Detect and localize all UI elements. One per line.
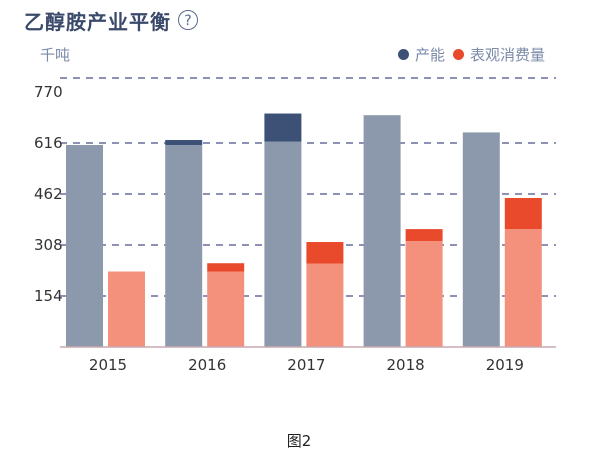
bar-consumption-base <box>405 241 443 347</box>
bar-capacity-base <box>165 144 203 347</box>
bar-consumption-increment <box>504 197 542 230</box>
bar-consumption-increment <box>207 263 245 272</box>
bar-capacity-increment <box>165 140 203 145</box>
y-tick-label: 616 <box>34 134 63 152</box>
y-tick-label: 308 <box>34 236 63 254</box>
bar-consumption-base <box>207 271 245 347</box>
bar-chart: 154 308 462 616 770 2015 2016 2017 2018 2019 <box>34 77 556 374</box>
y-tick-label: 770 <box>34 83 63 101</box>
bar-consumption-base <box>504 229 542 347</box>
x-tick-label: 2016 <box>188 356 226 374</box>
bar-capacity-increment <box>264 113 302 142</box>
chart-legend: 产能 表观消费量 <box>398 44 553 65</box>
bar-capacity-base <box>462 132 500 347</box>
chart-title: 乙醇胺产业平衡 <box>24 10 171 34</box>
figure-caption: 图2 <box>286 432 312 450</box>
legend-item-consumption[interactable]: 表观消费量 <box>453 44 545 65</box>
y-tick-label: 154 <box>34 287 63 305</box>
x-tick-label: 2017 <box>287 356 325 374</box>
y-tick-label: 462 <box>34 185 63 203</box>
bar-capacity-base <box>66 144 103 347</box>
x-tick-label: 2015 <box>89 356 127 374</box>
x-tick-label: 2018 <box>387 356 425 374</box>
legend-swatch-consumption <box>453 49 465 60</box>
question-circle-icon[interactable]: ? <box>178 10 198 30</box>
bar-consumption-base <box>306 263 344 347</box>
bar-consumption-base <box>108 271 145 347</box>
bar-consumption-increment <box>306 242 344 264</box>
bar-capacity-base <box>363 115 401 347</box>
legend-label-capacity: 产能 <box>415 46 446 64</box>
bar-capacity-base <box>264 141 302 347</box>
bar-consumption-increment <box>405 229 443 242</box>
y-axis-unit-label: 千吨 <box>40 46 71 64</box>
legend-swatch-capacity <box>398 49 409 60</box>
legend-item-capacity[interactable]: 产能 <box>398 44 445 65</box>
x-tick-label: 2019 <box>486 356 524 374</box>
legend-label-consumption: 表观消费量 <box>470 46 546 64</box>
